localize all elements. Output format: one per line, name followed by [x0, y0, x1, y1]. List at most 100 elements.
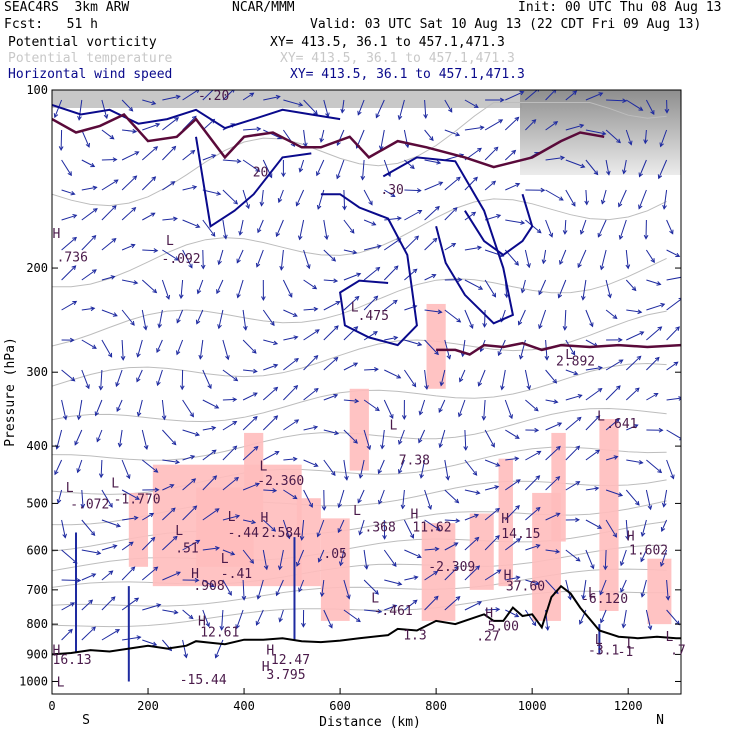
wind-vector: [363, 219, 376, 226]
wind-vector-head: [482, 322, 488, 328]
wind-vector: [424, 339, 439, 355]
pv-contour: [52, 112, 605, 169]
wind-vector-head: [475, 490, 481, 495]
extremum-annotation: -.20: [198, 89, 229, 104]
wind-vector-head: [255, 262, 261, 268]
wind-vector: [384, 336, 398, 341]
wind-vector-head: [128, 541, 134, 547]
wind-vector-head: [292, 456, 298, 462]
wind-vector-head: [599, 590, 604, 596]
wind-vector: [222, 159, 241, 162]
wind-vector: [484, 279, 496, 298]
wind-vector: [384, 579, 402, 585]
wind-vector: [625, 387, 640, 401]
wind-vector-head: [195, 223, 201, 228]
field-wind-name: Horizontal wind speed: [8, 67, 173, 82]
wind-vector: [303, 426, 318, 431]
wind-vector-head: [151, 100, 157, 106]
wind-vector-head: [58, 146, 64, 152]
wind-vector-head: [120, 355, 126, 361]
wind-vector: [61, 237, 77, 251]
wind-vector: [303, 279, 317, 290]
y-tick-label: 300: [26, 365, 48, 379]
wind-vector-head: [209, 582, 215, 588]
wind-vector-head: [541, 259, 547, 265]
wind-vector: [81, 369, 90, 389]
wind-vector-head: [230, 551, 236, 556]
wind-vector: [380, 129, 385, 150]
wind-vector: [418, 429, 426, 443]
wind-vector-head: [478, 285, 484, 290]
wind-vector-head: [553, 399, 559, 404]
wind-vector-head: [417, 341, 423, 347]
wind-vector: [323, 325, 339, 341]
wind-vector: [378, 489, 385, 504]
extremum-annotation: L: [175, 524, 183, 539]
wind-vector: [601, 189, 607, 204]
wind-vector: [56, 429, 63, 449]
wind-vector-head: [580, 163, 586, 169]
wind-vector-head: [316, 532, 321, 538]
wind-vector-head: [155, 122, 161, 128]
extremum-annotation: L: [166, 234, 174, 249]
wind-vector: [444, 596, 461, 611]
wind-vector-head: [640, 592, 646, 598]
wind-vector-head: [189, 412, 194, 418]
wind-vector-head: [313, 354, 319, 360]
wind-vector-head: [508, 414, 513, 420]
wind-vector-head: [555, 475, 561, 481]
wind-vector-head: [545, 626, 550, 631]
wind-vector: [525, 475, 540, 491]
wind-vector-head: [130, 320, 135, 326]
wind-vector: [202, 508, 220, 521]
wind-vector: [81, 235, 96, 251]
wind-vector-head: [252, 415, 258, 421]
wind-vector: [484, 119, 503, 131]
wind-vector: [565, 124, 584, 131]
wind-vector: [484, 535, 500, 551]
wind-vector-head: [472, 470, 478, 476]
wind-vector: [318, 549, 325, 562]
wind-vector-head: [234, 476, 240, 482]
wind-vector: [303, 489, 313, 508]
wind-vector: [176, 309, 184, 323]
wind-vector: [197, 279, 204, 294]
wind-vector-head: [108, 570, 114, 575]
wind-vector: [545, 512, 560, 521]
wind-vector-head: [313, 387, 319, 393]
wind-vector-head: [133, 515, 139, 521]
wind-vector-head: [319, 592, 325, 598]
wind-vector: [262, 387, 278, 401]
wind-vector-head: [190, 455, 196, 460]
wind-vector-head: [96, 550, 102, 556]
wind-vector: [162, 117, 179, 131]
extremum-annotation: -1.770: [114, 492, 161, 507]
wind-vector: [303, 329, 320, 341]
wind-vector-head: [91, 234, 97, 240]
wind-vector-head: [526, 385, 532, 391]
wind-vector: [341, 99, 345, 113]
wind-vector: [444, 542, 458, 551]
wind-vector-head: [112, 544, 118, 549]
wind-vector-head: [238, 230, 243, 236]
wind-vector-head: [107, 352, 113, 358]
wind-vector: [666, 609, 680, 625]
wind-vector-head: [286, 534, 291, 540]
wind-vector: [565, 339, 576, 356]
wind-vector-head: [357, 498, 362, 504]
wind-vector: [424, 548, 439, 551]
field-theta-xy: XY= 413.5, 36.1 to 457.1,471.3: [280, 51, 515, 66]
wind-vector: [323, 357, 338, 371]
wind-vector: [121, 597, 139, 611]
wind-vector: [343, 273, 361, 281]
wind-vector: [100, 369, 103, 390]
wind-vector-head: [255, 620, 261, 626]
wind-vector: [242, 416, 258, 431]
wind-vector: [641, 519, 647, 537]
wind-vector: [78, 399, 83, 420]
wind-vector-head: [211, 425, 217, 431]
wind-vector: [202, 609, 210, 627]
wind-vector: [424, 99, 427, 118]
wind-vector-head: [156, 348, 161, 354]
wind-vector-head: [331, 471, 336, 477]
